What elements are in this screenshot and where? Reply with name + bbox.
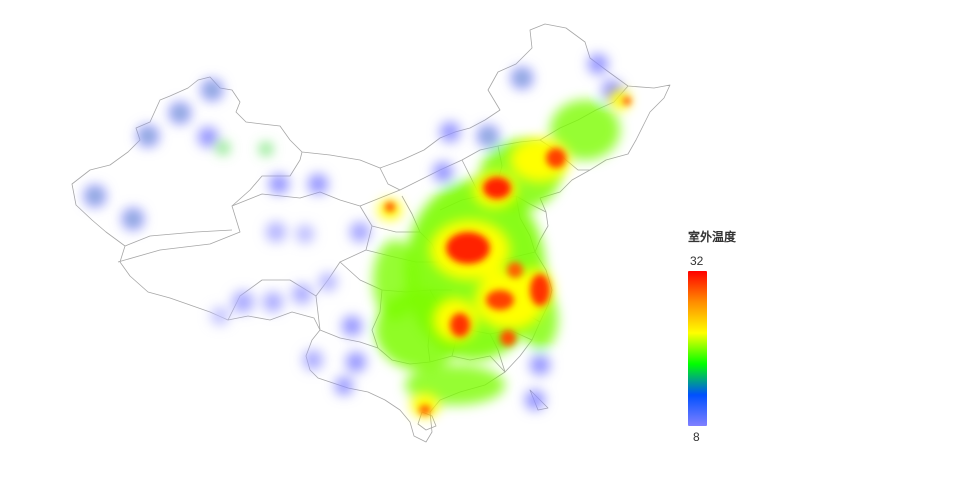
country-border	[71, 23, 671, 443]
heat-layer	[84, 54, 631, 417]
legend-title: 室外温度	[688, 230, 737, 244]
china-map-outline	[71, 23, 671, 443]
legend-gradient-bar[interactable]	[688, 271, 707, 426]
legend-max-label[interactable]: 32	[690, 254, 704, 268]
legend-min-label[interactable]: 8	[693, 430, 700, 444]
